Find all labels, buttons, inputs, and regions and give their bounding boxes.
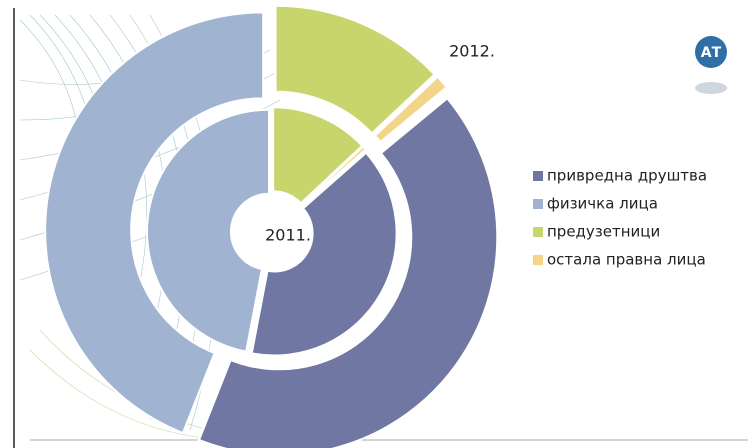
doughnut-segment <box>272 106 364 205</box>
legend-label: остала правна лица <box>547 251 706 269</box>
doughnut-segment <box>197 96 499 448</box>
legend-label: физичка лица <box>547 195 658 213</box>
ring-label: 2011. <box>265 226 311 245</box>
doughnut-segment <box>44 11 265 435</box>
legend-swatch <box>533 255 543 265</box>
logo: АТ <box>695 36 727 94</box>
doughnut-segment <box>146 108 271 353</box>
ring-label: 2012. <box>449 42 495 61</box>
legend-swatch <box>533 199 543 209</box>
legend-swatch <box>533 171 543 181</box>
doughnut-segment <box>300 145 368 207</box>
svg-text:АТ: АТ <box>701 45 722 61</box>
legend-swatch <box>533 227 543 237</box>
legend-label: привредна друштва <box>547 167 707 185</box>
legend-label: предузетници <box>547 223 660 241</box>
doughnut-segment <box>250 151 398 357</box>
doughnut-segment <box>274 4 436 135</box>
doughnut-segment <box>373 75 449 144</box>
